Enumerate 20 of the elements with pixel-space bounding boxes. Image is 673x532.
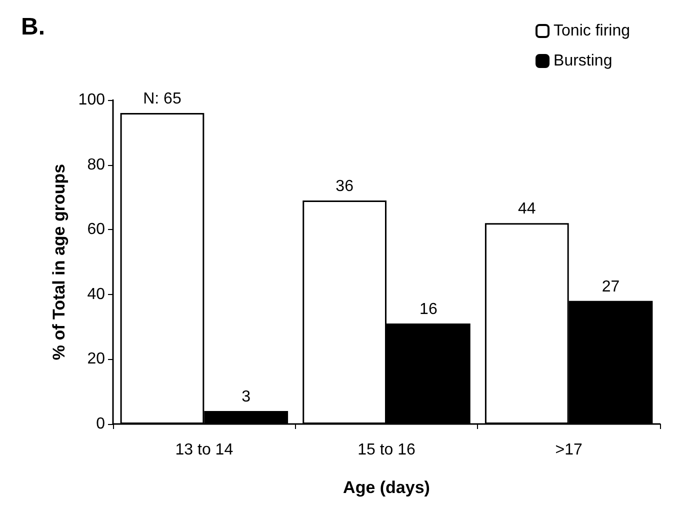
legend-label: Bursting	[554, 52, 612, 70]
y-tick-label: 60	[87, 221, 106, 238]
annotation: 3	[242, 388, 251, 406]
x-tick-label: 15 to 16	[358, 442, 416, 458]
annotation: 36	[336, 178, 354, 195]
chart-title: B.	[21, 14, 45, 40]
y-tick-label: 0	[96, 416, 106, 432]
x-tick-label: 13 to 14	[175, 442, 234, 458]
x-tick-label: >17	[555, 442, 583, 458]
y-tick-label: 80	[87, 156, 106, 174]
x-axis-title: Age (days)	[343, 478, 430, 497]
y-tick-label: 40	[87, 286, 106, 303]
legend-label: Tonic firing	[554, 22, 630, 40]
annotation: N: 65	[143, 90, 182, 108]
y-axis-title: % of Total in age groups	[49, 164, 68, 360]
y-tick-label: 20	[87, 350, 106, 368]
annotation: 27	[602, 278, 620, 296]
annotation: 16	[420, 301, 438, 318]
annotation: 44	[518, 200, 536, 218]
y-tick-label: 100	[78, 92, 106, 108]
